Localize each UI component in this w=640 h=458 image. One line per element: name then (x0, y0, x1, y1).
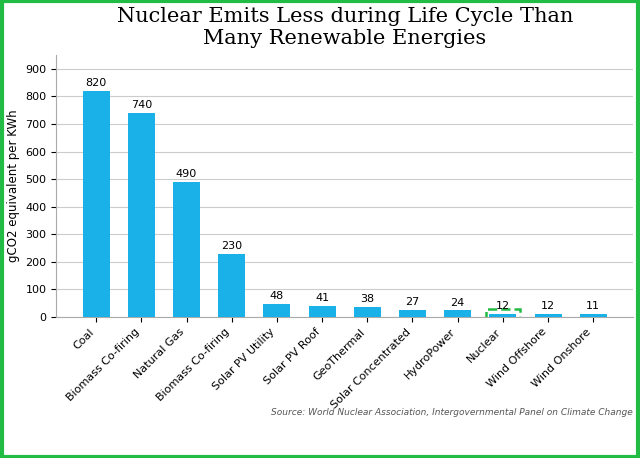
Text: 11: 11 (586, 301, 600, 311)
Text: 12: 12 (541, 301, 555, 311)
Bar (534, 314, 562, 317)
Text: 48: 48 (270, 291, 284, 301)
Text: 490: 490 (176, 169, 197, 179)
Bar (580, 314, 607, 317)
Bar (444, 311, 471, 317)
Text: 12: 12 (496, 301, 510, 311)
Text: 230: 230 (221, 241, 243, 251)
Bar (263, 304, 291, 317)
Bar (128, 113, 155, 317)
Bar (486, 309, 520, 318)
Text: 41: 41 (315, 293, 329, 303)
Bar (399, 310, 426, 317)
Bar (218, 254, 245, 317)
Text: 820: 820 (86, 78, 107, 88)
Bar (173, 182, 200, 317)
Text: 38: 38 (360, 294, 374, 304)
Y-axis label: gCO2 equivalent per KWh: gCO2 equivalent per KWh (7, 110, 20, 262)
Bar (308, 306, 335, 317)
Bar (83, 91, 109, 317)
Text: Source: World Nuclear Association, Intergovernmental Panel on Climate Change: Source: World Nuclear Association, Inter… (271, 408, 633, 417)
Text: 24: 24 (451, 298, 465, 308)
Text: 740: 740 (131, 100, 152, 110)
Bar (354, 306, 381, 317)
Title: Nuclear Emits Less during Life Cycle Than
Many Renewable Energies: Nuclear Emits Less during Life Cycle Tha… (116, 7, 573, 48)
Text: 27: 27 (405, 297, 420, 307)
Bar (490, 314, 516, 317)
